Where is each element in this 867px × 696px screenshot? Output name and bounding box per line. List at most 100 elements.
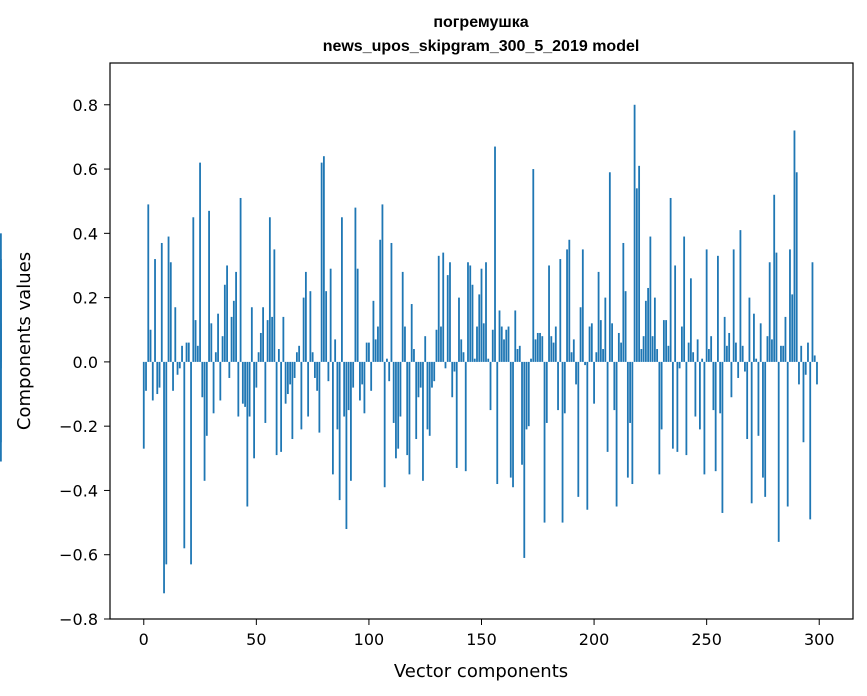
x-tick-label: 0 — [139, 630, 149, 649]
bar — [653, 297, 656, 362]
bar — [388, 361, 391, 382]
bar — [413, 349, 415, 362]
bar — [554, 326, 557, 362]
bar — [791, 294, 794, 362]
bar — [789, 249, 791, 362]
y-tick-label: 0.8 — [73, 96, 98, 115]
bar — [176, 361, 179, 375]
bar — [444, 361, 447, 369]
bar — [588, 326, 591, 362]
bar — [169, 262, 172, 362]
bar — [172, 361, 174, 391]
bar — [566, 249, 568, 362]
bar — [221, 336, 224, 362]
bar — [478, 294, 481, 362]
x-tick-label: 300 — [804, 630, 835, 649]
bar — [379, 239, 382, 362]
bar — [548, 265, 550, 362]
bar — [759, 323, 762, 362]
bar — [813, 355, 816, 362]
y-tick-label: −0.2 — [59, 417, 98, 436]
bar — [786, 361, 789, 507]
bar — [300, 361, 303, 430]
bar — [347, 361, 350, 411]
x-axis: 0 50 100 150 200 250 300 — [139, 619, 835, 649]
bar — [539, 332, 541, 362]
bar — [732, 249, 735, 362]
bar — [194, 320, 197, 362]
bar — [214, 352, 217, 362]
bar — [449, 262, 451, 362]
bar — [739, 230, 742, 362]
bar — [748, 297, 751, 362]
bar — [498, 310, 501, 362]
bar — [160, 242, 163, 362]
bar — [386, 358, 388, 362]
bar — [816, 361, 818, 385]
bar — [521, 361, 523, 465]
x-tick-label: 150 — [466, 630, 497, 649]
bar — [694, 361, 697, 417]
bar — [199, 162, 201, 362]
bar — [726, 345, 728, 362]
bar — [717, 255, 719, 362]
bar — [530, 358, 532, 362]
bar — [145, 361, 147, 391]
bar — [163, 361, 165, 594]
bar — [442, 252, 445, 362]
bar — [370, 361, 373, 391]
bar — [512, 361, 514, 488]
bar — [257, 352, 260, 362]
bar — [552, 342, 555, 362]
bar — [322, 156, 325, 362]
bar — [467, 262, 469, 362]
bar — [507, 326, 510, 362]
bar — [678, 361, 681, 369]
bar — [431, 361, 433, 388]
bar — [658, 361, 661, 475]
bar — [286, 361, 289, 395]
bar — [649, 236, 652, 362]
bar — [228, 361, 231, 378]
bar — [383, 361, 386, 488]
bar — [277, 349, 280, 362]
bar — [363, 361, 366, 414]
bar — [800, 345, 803, 362]
bar — [426, 361, 429, 430]
bar — [399, 361, 402, 417]
bar — [453, 361, 456, 372]
bar — [419, 361, 422, 388]
x-tick-label: 250 — [691, 630, 722, 649]
bar — [685, 361, 688, 456]
bar — [676, 361, 679, 452]
bar — [584, 361, 586, 366]
bar — [304, 271, 307, 362]
bar — [291, 361, 294, 440]
bar — [469, 265, 472, 362]
bar — [721, 361, 724, 513]
bar — [250, 307, 253, 362]
bar — [712, 361, 715, 411]
bar — [744, 361, 746, 372]
bar — [154, 259, 156, 362]
bar — [327, 361, 330, 382]
bar — [489, 361, 492, 411]
bar — [451, 361, 454, 398]
bar — [408, 361, 411, 475]
bar — [167, 236, 170, 362]
bar — [532, 169, 535, 362]
bar — [611, 323, 613, 362]
bar — [147, 204, 150, 362]
plot-frame — [109, 62, 854, 620]
bar — [226, 265, 228, 362]
bar — [424, 336, 427, 362]
bar — [692, 352, 695, 362]
bar — [557, 361, 559, 411]
bar — [217, 313, 219, 362]
bar — [149, 329, 152, 362]
bar — [545, 361, 548, 423]
bar — [259, 332, 262, 362]
bar — [264, 361, 267, 423]
bar — [525, 361, 528, 430]
